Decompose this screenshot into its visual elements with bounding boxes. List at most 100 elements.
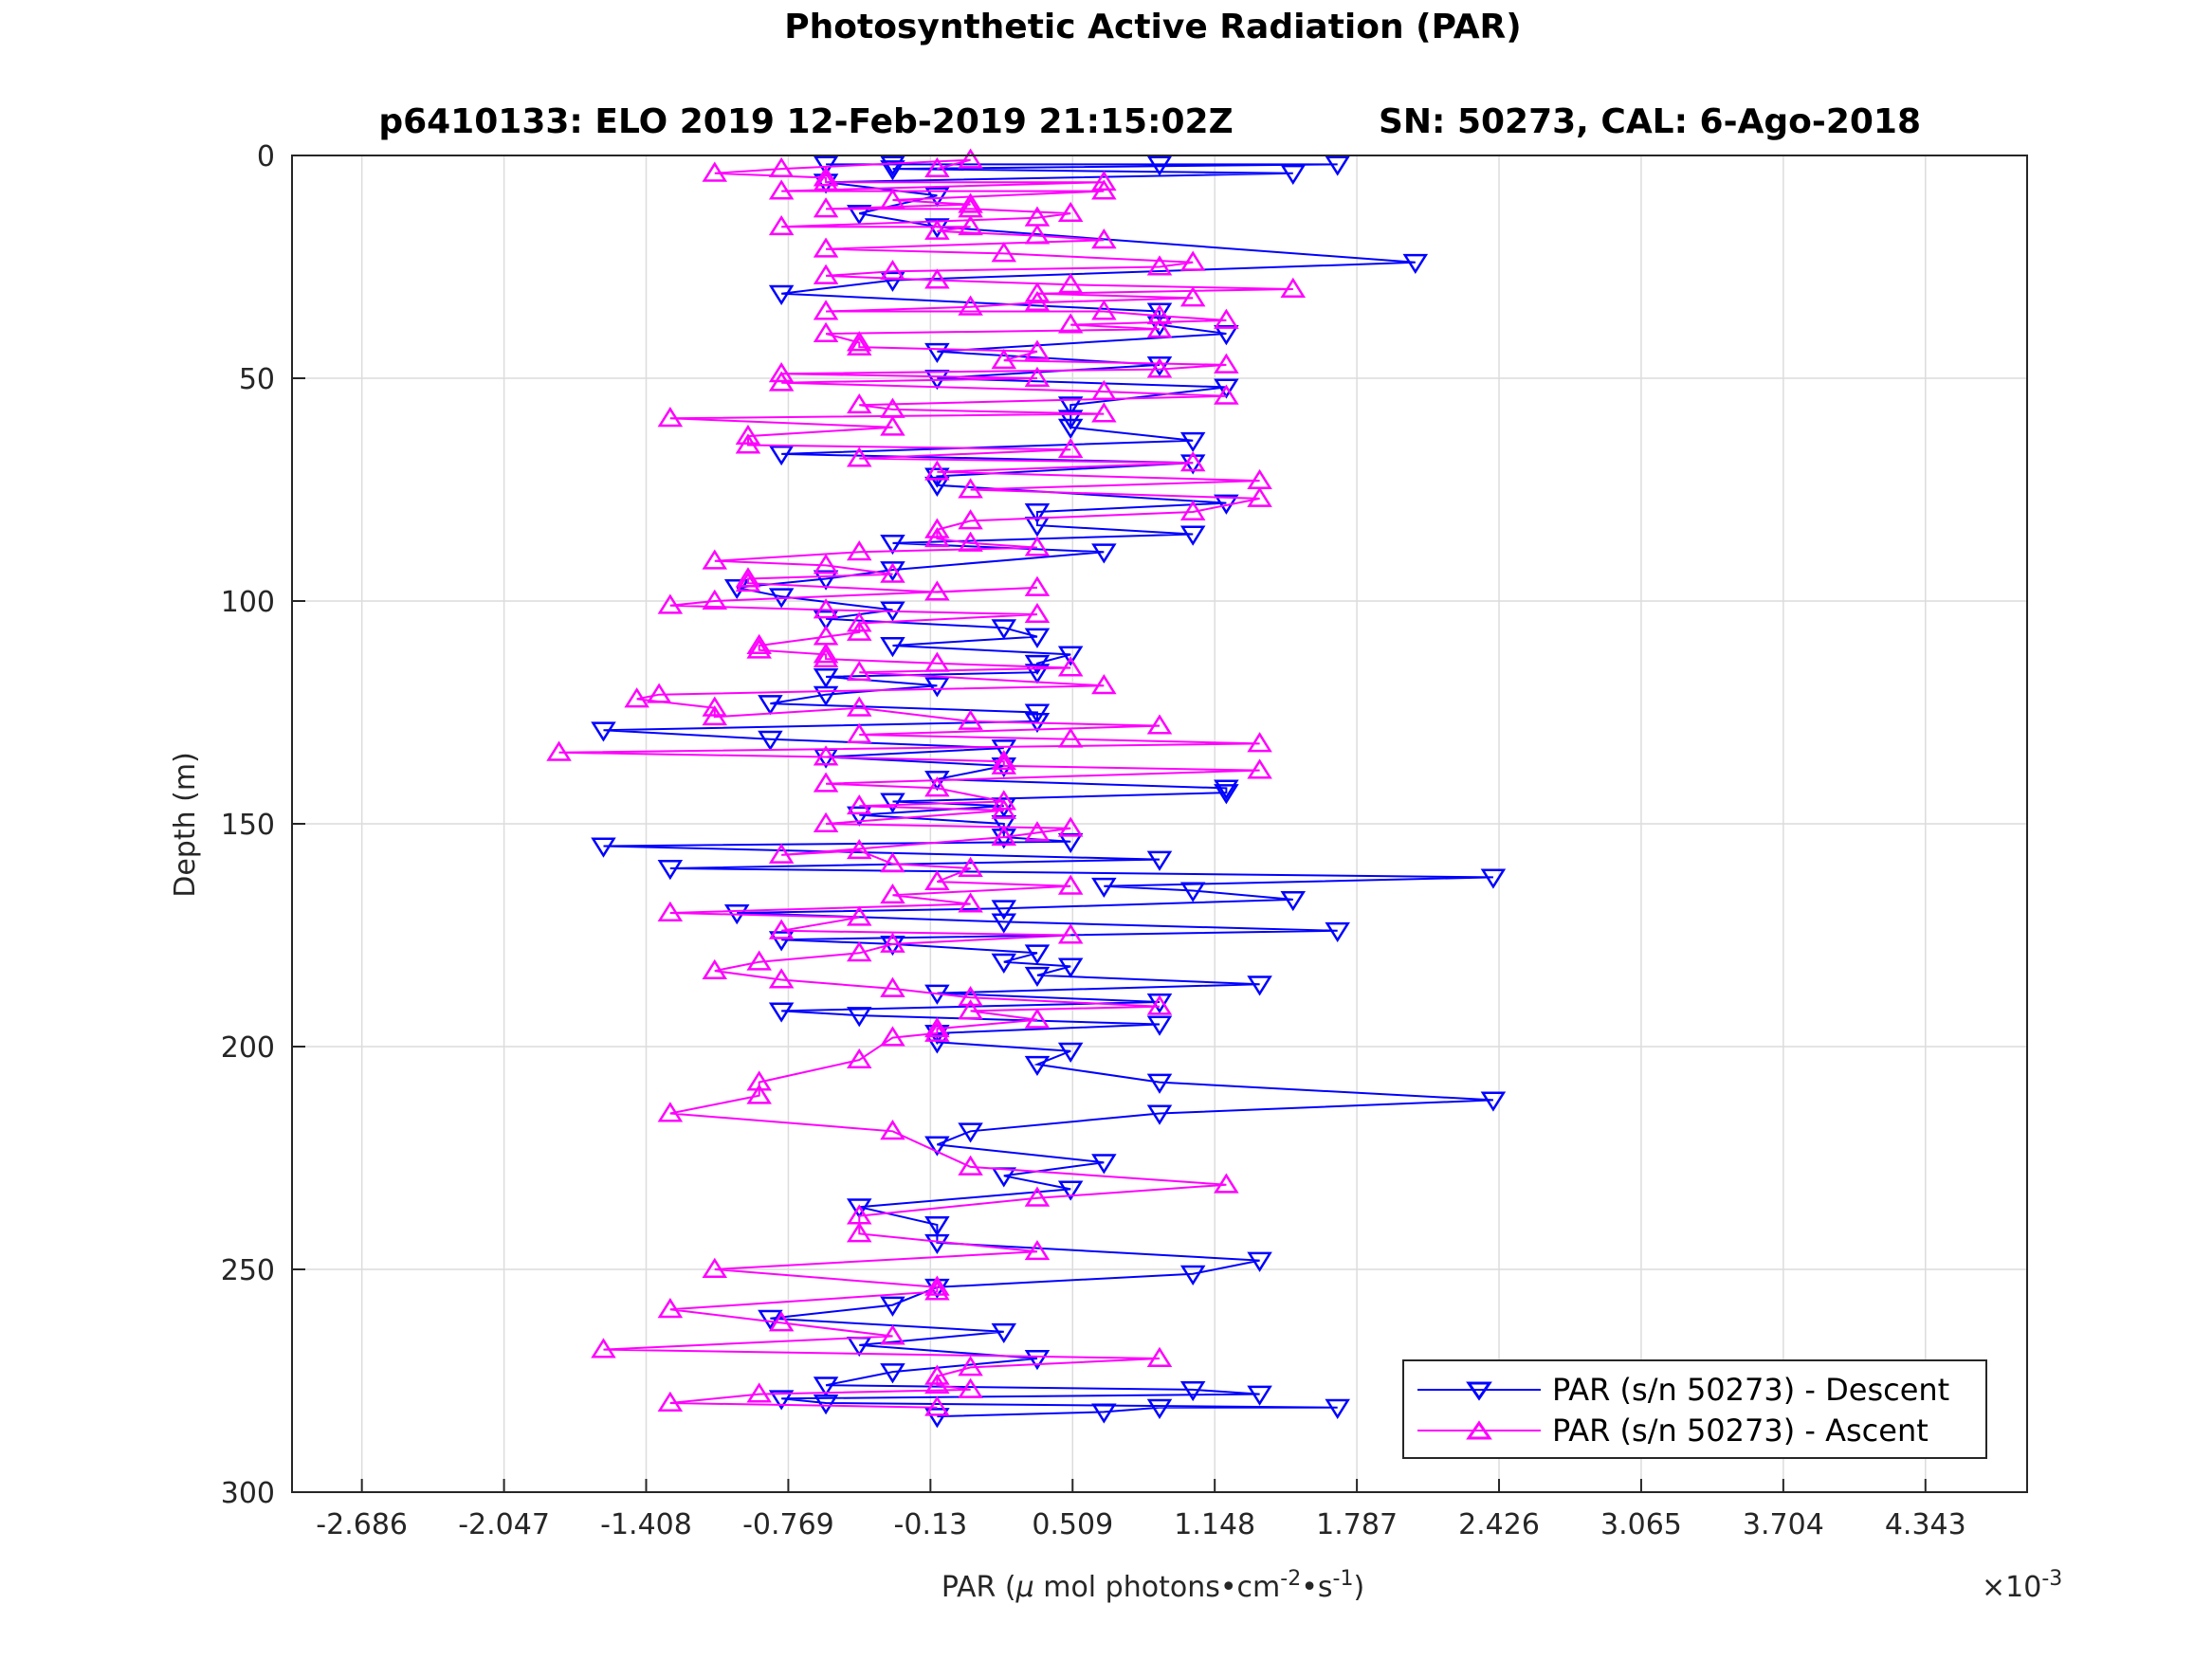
data-point-marker [1024,628,1051,648]
data-point-marker [813,647,839,668]
data-point-marker [768,919,795,939]
data-point-marker [1146,1015,1173,1036]
data-point-marker [1024,944,1051,965]
data-point-marker [1146,356,1173,377]
data-point-marker [1024,282,1051,302]
data-point-marker [924,1373,950,1395]
data-point-marker [958,295,983,316]
data-point-marker [991,619,1017,640]
data-point-marker [847,806,872,827]
data-point-marker [702,696,728,717]
legend-entry-ascent: PAR (s/n 50273) - Ascent [1417,1413,1929,1449]
data-point-marker [768,445,795,466]
data-point-marker [1179,1380,1206,1402]
series-layer [546,148,1507,1429]
x-tick-label: 1.787 [1316,1508,1398,1541]
data-point-marker [847,1198,872,1219]
data-point-marker [1247,975,1272,996]
data-point-marker [1325,1398,1350,1419]
data-point-marker [702,704,728,726]
data-point-marker [847,1007,872,1028]
data-point-marker [813,598,839,619]
data-point-marker [924,1136,950,1157]
data-point-marker [1057,1180,1084,1201]
data-point-marker [657,901,684,921]
data-point-marker [847,1222,872,1243]
data-point-marker [1024,1008,1051,1029]
data-point-marker [1057,874,1084,895]
data-point-marker [924,1395,950,1416]
data-point-marker [768,362,795,383]
data-point-marker [1146,155,1173,176]
data-point-marker [880,852,905,873]
data-point-marker [1214,384,1239,405]
series-line [558,158,1293,1409]
x-exponent-base: ×10 [1982,1571,2041,1604]
data-point-marker [991,798,1017,819]
x-tick-label: -0.769 [742,1508,834,1541]
chart-title: Photosynthetic Active Radiation (PAR) [784,8,1521,46]
data-point-marker [924,476,950,498]
data-point-marker [1179,882,1206,902]
data-point-marker [702,589,728,610]
data-point-marker [1057,656,1084,677]
data-point-marker [958,709,983,730]
data-point-marker [880,259,905,281]
data-point-marker [924,1216,950,1237]
data-point-marker [1146,318,1173,338]
data-point-marker [1247,486,1272,507]
data-point-marker [1057,923,1084,944]
data-point-marker [924,1280,950,1301]
data-point-marker [758,1309,783,1330]
data-point-marker [723,578,750,600]
y-tick-label: 300 [221,1477,275,1510]
data-point-marker [1325,921,1350,943]
data-point-marker [1325,155,1350,176]
data-point-marker [746,950,772,971]
data-point-marker [768,371,795,392]
data-point-marker [958,478,983,499]
data-point-marker [1179,286,1206,307]
data-point-marker [1214,779,1239,800]
data-point-marker [880,883,905,904]
data-point-marker [1057,418,1084,439]
data-point-marker [991,754,1017,775]
data-point-marker [657,1298,684,1319]
data-point-marker [1024,1350,1051,1371]
data-point-marker [847,331,872,352]
data-point-marker [746,633,772,654]
x-axis-label-mu: μ [1015,1571,1034,1604]
x-tick-label: -2.047 [458,1508,550,1541]
data-point-marker [880,1026,905,1047]
data-point-marker [847,941,872,962]
data-point-marker [991,242,1017,263]
axis-ticks: -2.686 -2.047 -1.408 -0.769 -0.13 0.509 1.148 1… [221,140,1966,1541]
axes-box [291,155,2028,1493]
data-point-marker [1146,850,1173,871]
data-point-marker [1057,313,1084,334]
data-point-marker [1057,646,1084,666]
data-point-marker [1091,1403,1117,1424]
data-point-marker [847,660,872,682]
data-point-marker [813,170,839,191]
data-point-marker [813,772,839,793]
data-point-marker [991,953,1017,974]
data-point-marker [1057,1042,1084,1063]
data-point-marker [1024,1239,1051,1261]
data-point-marker [847,696,872,717]
data-point-marker [1214,784,1239,805]
x-axis-label-exp2: -1 [1333,1567,1354,1591]
data-point-marker [847,205,872,226]
x-axis-label-exp1: -2 [1280,1567,1301,1591]
y-tick-label: 150 [221,809,275,842]
x-tick-label: 1.148 [1174,1508,1255,1541]
x-tick-label: 3.065 [1600,1508,1682,1541]
data-point-marker [813,321,839,342]
data-point-marker [758,695,783,716]
data-point-marker [746,638,772,659]
data-point-marker [880,932,905,953]
data-point-marker [1057,957,1084,978]
data-point-marker [1057,437,1084,459]
data-point-marker [1024,224,1051,245]
x-axis-label-text: mol photons•cm [1034,1571,1281,1604]
